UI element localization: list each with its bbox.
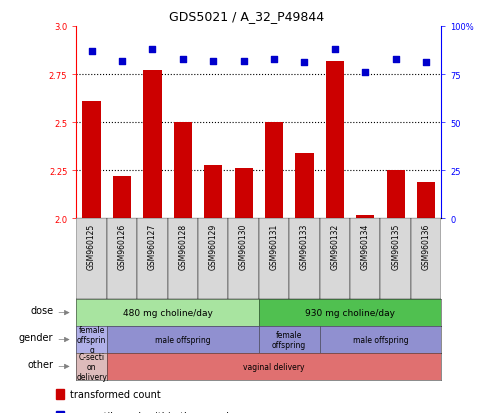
Point [118,58,126,65]
Text: GSM960128: GSM960128 [178,223,187,269]
Text: GSM960125: GSM960125 [87,223,96,269]
Text: male offspring: male offspring [352,335,408,344]
Text: percentile rank within the sample: percentile rank within the sample [70,411,235,413]
Text: GSM960127: GSM960127 [148,223,157,269]
Bar [174,123,192,219]
Text: GDS5021 / A_32_P49844: GDS5021 / A_32_P49844 [169,10,324,23]
Point [301,60,309,66]
Bar [113,177,131,219]
Bar [76,219,107,299]
Text: 930 mg choline/day: 930 mg choline/day [305,309,395,317]
Text: GSM960130: GSM960130 [239,223,248,269]
Bar [204,165,222,219]
Point [179,56,187,63]
Text: male offspring: male offspring [155,335,211,344]
Bar [235,169,253,219]
Bar [168,219,198,299]
Text: GSM960132: GSM960132 [330,223,339,269]
Point [422,60,430,66]
Text: GSM960135: GSM960135 [391,223,400,269]
Text: GSM960133: GSM960133 [300,223,309,269]
Text: GSM960131: GSM960131 [270,223,279,269]
Point [331,47,339,53]
Bar [56,411,64,413]
Text: vaginal delivery: vaginal delivery [243,362,305,371]
Text: female
offsprin
g: female offsprin g [77,325,106,354]
Bar [381,219,411,299]
Text: 480 mg choline/day: 480 mg choline/day [123,309,212,317]
Text: dose: dose [30,305,53,315]
Text: C-secti
on
delivery: C-secti on delivery [76,352,107,381]
Point [88,48,96,55]
Bar [107,219,137,299]
Bar [411,219,441,299]
Bar [137,219,168,299]
Text: transformed count: transformed count [70,389,161,399]
Bar [82,102,101,219]
Point [148,47,156,53]
Point [270,56,278,63]
Bar [259,219,289,299]
Point [240,58,247,65]
Text: other: other [27,359,53,369]
Bar [295,154,314,219]
Text: GSM960136: GSM960136 [422,223,430,269]
Bar [319,219,350,299]
Bar [198,219,228,299]
Point [361,70,369,76]
Point [391,56,399,63]
Bar [387,171,405,219]
Bar [228,219,259,299]
Bar [350,219,381,299]
Bar [417,183,435,219]
Text: female
offspring: female offspring [272,330,306,349]
Text: GSM960126: GSM960126 [117,223,127,269]
Bar [356,215,374,219]
Point [209,58,217,65]
Text: gender: gender [19,332,53,342]
Bar [56,389,64,399]
Text: GSM960129: GSM960129 [209,223,218,269]
Text: GSM960134: GSM960134 [361,223,370,269]
Bar [289,219,319,299]
Bar [143,71,162,219]
Bar [265,123,283,219]
Bar [326,62,344,219]
